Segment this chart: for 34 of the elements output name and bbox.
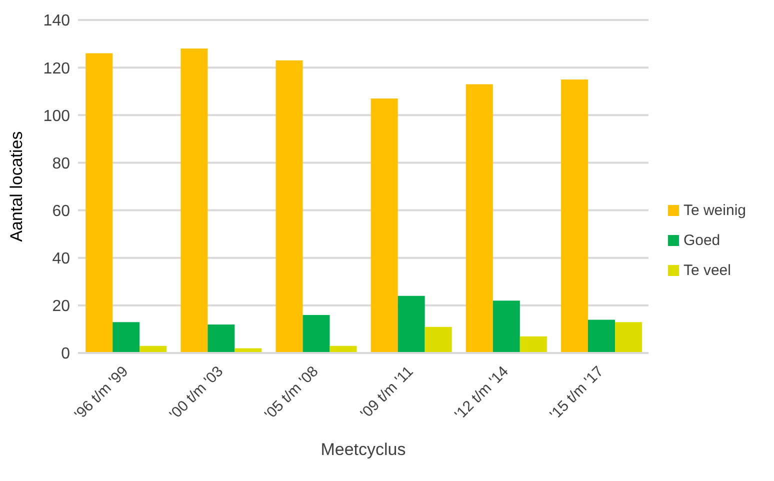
bar bbox=[398, 296, 425, 353]
bar bbox=[466, 84, 493, 353]
x-tick-label: '00 t/m '03 bbox=[166, 362, 227, 424]
bar bbox=[560, 79, 588, 353]
y-tick-label: 80 bbox=[52, 155, 70, 172]
bar bbox=[424, 326, 452, 353]
bar bbox=[370, 98, 398, 353]
y-tick-label: 60 bbox=[52, 202, 70, 220]
bar bbox=[302, 314, 330, 353]
bar bbox=[520, 336, 547, 353]
y-axis-title: Aantal locaties bbox=[7, 131, 26, 242]
x-tick-label: '15 t/m '17 bbox=[546, 362, 607, 424]
legend-label: Goed bbox=[683, 232, 720, 248]
x-axis-title: Meetcyclus bbox=[320, 440, 406, 459]
bar bbox=[588, 320, 615, 353]
x-tick-label: '96 t/m '99 bbox=[71, 362, 132, 424]
y-tick-label: 100 bbox=[43, 108, 70, 125]
bar bbox=[86, 53, 113, 353]
bar bbox=[614, 322, 642, 353]
y-tick-label: 120 bbox=[43, 60, 70, 78]
y-tick-label: 0 bbox=[61, 346, 70, 363]
bar bbox=[180, 48, 208, 353]
y-tick-label: 40 bbox=[52, 250, 70, 268]
legend-label: Te weinig bbox=[683, 202, 746, 218]
x-tick-label: '12 t/m '14 bbox=[452, 362, 512, 424]
bar bbox=[208, 324, 235, 353]
legend-label: Te veel bbox=[683, 262, 731, 278]
y-tick-label: 20 bbox=[52, 298, 70, 316]
bar bbox=[276, 60, 303, 353]
y-tick-label: 140 bbox=[43, 12, 70, 30]
x-tick-label: '05 t/m '08 bbox=[261, 362, 322, 424]
bar bbox=[492, 300, 520, 353]
bar bbox=[112, 322, 140, 353]
x-tick-label: '09 t/m '11 bbox=[357, 362, 417, 422]
